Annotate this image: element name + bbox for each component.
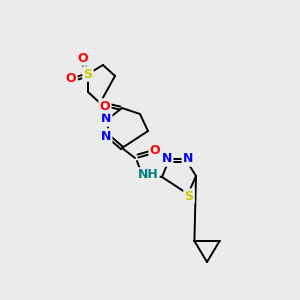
Text: N: N — [183, 152, 193, 166]
Text: NH: NH — [138, 169, 158, 182]
Text: O: O — [100, 100, 110, 112]
Text: O: O — [66, 73, 76, 85]
Text: N: N — [101, 130, 111, 142]
Text: N: N — [101, 112, 111, 125]
Text: O: O — [150, 143, 160, 157]
Text: S: S — [184, 190, 194, 202]
Text: O: O — [78, 52, 88, 64]
Text: N: N — [162, 152, 172, 166]
Text: S: S — [83, 68, 92, 80]
